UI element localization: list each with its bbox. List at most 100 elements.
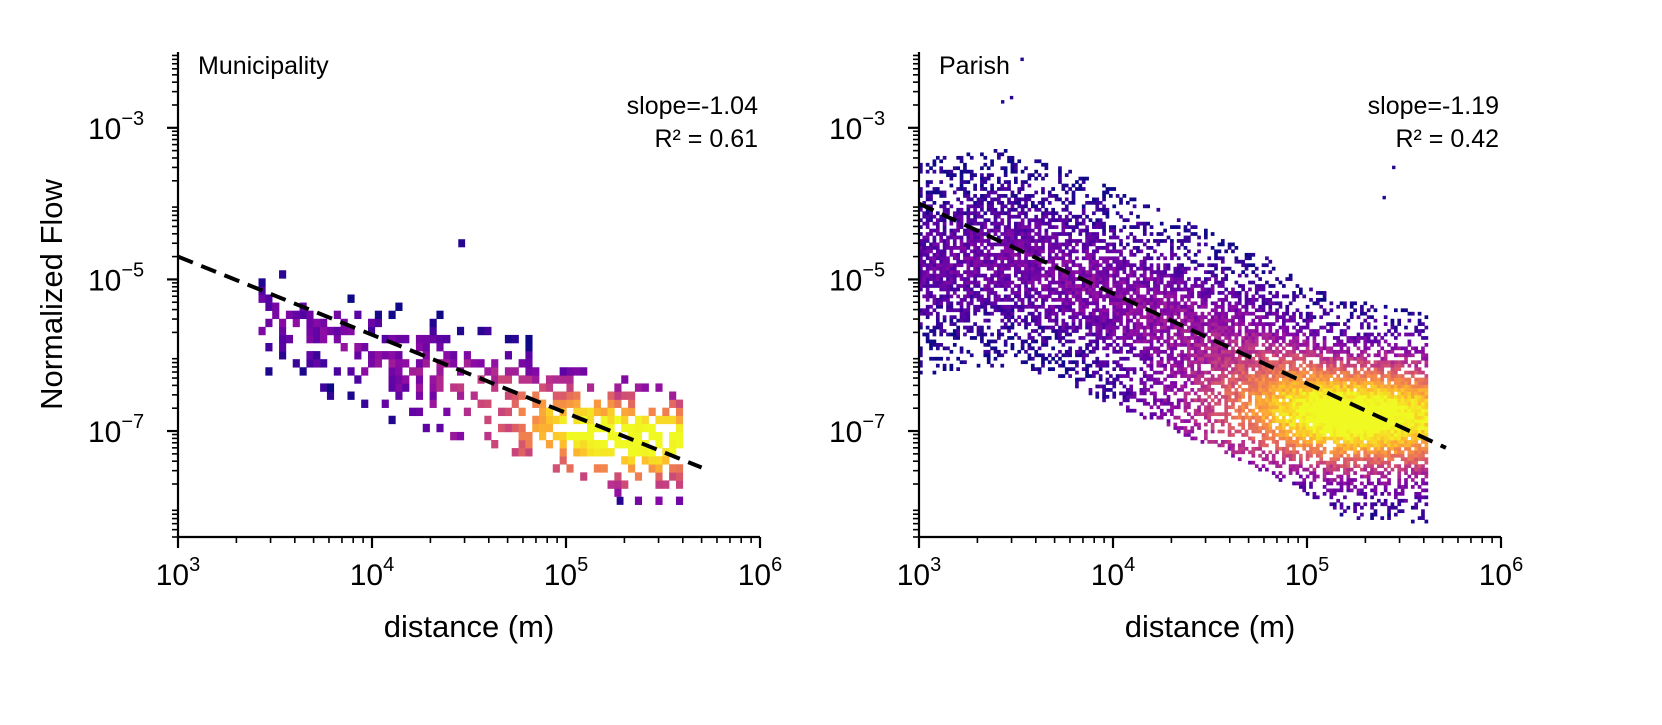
heatmap-cell <box>1163 384 1167 389</box>
heatmap-cell <box>949 273 954 278</box>
heatmap-cell <box>1312 422 1317 427</box>
heatmap-cell <box>279 334 287 344</box>
heatmap-cell <box>1098 277 1103 281</box>
heatmap-cell <box>525 351 533 360</box>
heatmap-cell <box>1258 391 1262 396</box>
heatmap-cell <box>1166 419 1171 423</box>
heatmap-cell <box>1030 318 1035 323</box>
heatmap-cell <box>1312 491 1317 496</box>
heatmap-cell <box>1102 294 1106 299</box>
heatmap-cell <box>1295 471 1300 475</box>
heatmap-cell <box>1170 246 1174 250</box>
heatmap-cell <box>1190 426 1195 430</box>
heatmap-cell <box>1166 332 1171 337</box>
heatmap-cell <box>1336 391 1340 396</box>
heatmap-cell <box>949 173 954 178</box>
heatmap-cell <box>946 304 950 309</box>
heatmap-cell <box>621 407 629 417</box>
heatmap-cell <box>1292 360 1296 365</box>
heatmap-cell <box>1200 343 1205 347</box>
heatmap-cell <box>1156 263 1161 268</box>
heatmap-cell <box>1098 280 1103 285</box>
heatmap-cell <box>340 326 348 336</box>
heatmap-cell <box>1156 232 1161 236</box>
heatmap-cell <box>1017 291 1022 295</box>
heatmap-cell <box>1234 398 1239 403</box>
heatmap-cell <box>1265 360 1269 365</box>
heatmap-cell <box>1081 246 1086 250</box>
heatmap-cell <box>279 351 287 360</box>
heatmap-cell <box>1000 280 1005 285</box>
heatmap-cell <box>586 448 595 457</box>
heatmap-cell <box>1224 287 1229 292</box>
heatmap-cell <box>1234 356 1239 361</box>
heatmap-cell <box>1034 322 1039 326</box>
heatmap-cell <box>1315 453 1320 458</box>
heatmap-cell <box>1275 311 1279 316</box>
heatmap-cell <box>1214 360 1218 365</box>
heatmap-cell <box>1227 412 1232 417</box>
heatmap-cell <box>1315 415 1320 420</box>
heatmap-cell <box>1112 232 1117 236</box>
heatmap-cell <box>1268 329 1273 333</box>
heatmap-cell <box>1085 246 1089 250</box>
heatmap-cell <box>1047 239 1052 243</box>
heatmap-cell <box>1275 374 1279 378</box>
heatmap-cell <box>1265 422 1269 427</box>
heatmap-cell <box>935 218 940 223</box>
heatmap-cell <box>1332 381 1337 385</box>
heatmap-cell <box>1102 228 1106 233</box>
heatmap-cell <box>976 294 981 299</box>
heatmap-cell <box>1203 370 1208 375</box>
heatmap-cell <box>1030 173 1035 178</box>
heatmap-cell <box>1302 429 1307 434</box>
heatmap-cell <box>1336 415 1340 420</box>
heatmap-cell <box>1041 162 1045 167</box>
heatmap-cell <box>1146 349 1150 354</box>
heatmap-cell <box>1112 270 1117 275</box>
heatmap-cell <box>1275 277 1279 281</box>
heatmap-cell <box>1190 287 1195 292</box>
heatmap-cell <box>1119 287 1123 292</box>
heatmap-cell <box>1000 200 1005 205</box>
heatmap-cell <box>1251 349 1256 354</box>
heatmap-cell <box>966 197 971 202</box>
heatmap-cell <box>1203 356 1208 361</box>
heatmap-cell <box>1309 315 1313 320</box>
heatmap-cell <box>655 456 663 465</box>
heatmap-cell <box>925 266 930 271</box>
heatmap-cell <box>1298 291 1303 295</box>
heatmap-cell <box>1159 381 1164 385</box>
heatmap-cell <box>1288 415 1293 420</box>
heatmap-cell <box>1309 433 1313 437</box>
heatmap-cell <box>1095 232 1100 236</box>
heatmap-cell <box>997 256 1001 261</box>
heatmap-cell <box>925 218 930 223</box>
heatmap-cell <box>1146 374 1150 378</box>
heatmap-cell <box>1146 280 1150 285</box>
heatmap-cell <box>1115 304 1120 309</box>
heatmap-cell <box>1343 332 1347 337</box>
heatmap-cell <box>1014 304 1018 309</box>
heatmap-cell <box>1343 422 1347 427</box>
heatmap-cell <box>1139 315 1144 320</box>
heatmap-cell <box>1020 232 1025 236</box>
heatmap-cell <box>959 207 964 212</box>
heatmap-cell <box>1275 370 1279 375</box>
heatmap-cell <box>1329 388 1334 392</box>
heatmap-cell <box>1156 415 1161 420</box>
heatmap-cell <box>969 291 974 295</box>
heatmap-cell <box>1166 304 1171 309</box>
heatmap-cell <box>1295 415 1300 420</box>
heatmap-cell <box>949 304 954 309</box>
heatmap-cell <box>1292 457 1296 462</box>
heatmap-cell <box>1298 349 1303 354</box>
heatmap-cell <box>1173 225 1178 229</box>
heatmap-cell <box>942 287 947 292</box>
heatmap-cell <box>1248 374 1252 378</box>
heatmap-cell <box>1244 356 1249 361</box>
heatmap-cell <box>1075 353 1079 358</box>
heatmap-cell <box>969 221 974 226</box>
heatmap-cell <box>1183 318 1188 323</box>
heatmap-cell <box>648 431 656 441</box>
